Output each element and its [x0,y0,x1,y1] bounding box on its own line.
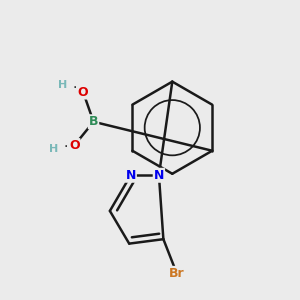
Text: H: H [58,80,67,90]
Text: O: O [69,139,80,152]
Text: Br: Br [169,267,184,280]
Text: B: B [89,115,98,128]
Text: H: H [49,143,58,154]
Text: ·: · [63,140,68,154]
Text: O: O [78,85,88,98]
Text: N: N [125,169,136,182]
Text: N: N [154,169,164,182]
Text: ·: · [72,81,76,95]
